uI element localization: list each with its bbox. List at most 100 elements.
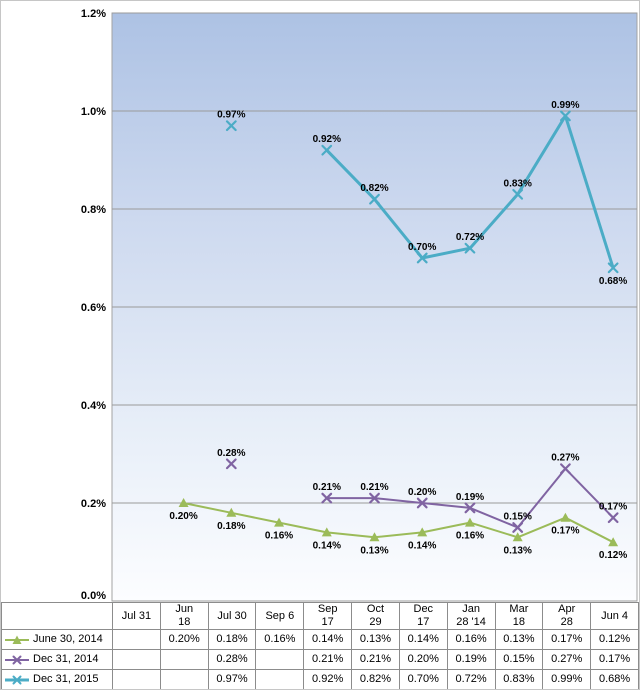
category-header: Jul 31 (112, 602, 161, 630)
y-tick-label: 1.0% (81, 106, 106, 118)
data-label: 0.68% (599, 276, 627, 287)
data-label: 0.27% (551, 453, 579, 464)
data-label: 0.16% (265, 531, 293, 542)
triangle-marker (274, 517, 285, 527)
table-corner-cell (1, 602, 113, 630)
data-label: 0.13% (360, 545, 388, 556)
series-line-0 (182, 502, 615, 544)
category-header: Jun 4 (590, 602, 639, 630)
category-header: Sep 17 (303, 602, 353, 630)
value-cell (255, 669, 305, 689)
table-row: June 30, 2014 0.20% 0.18% 0.16% 0.14% 0.13% 0.… (1, 629, 639, 650)
y-tick-label: 0.8% (81, 204, 106, 216)
data-label: 0.12% (599, 550, 627, 561)
data-label: 0.13% (504, 545, 532, 556)
value-cell: 0.21% (351, 649, 400, 670)
triangle-marker (608, 537, 619, 547)
data-label: 0.97% (217, 110, 245, 121)
y-tick-label: 0.4% (81, 400, 106, 412)
data-label: 0.18% (217, 521, 245, 532)
value-cell (112, 669, 161, 689)
data-label: 0.20% (408, 487, 436, 498)
value-cell: 0.13% (494, 629, 544, 650)
triangle-marker (178, 498, 189, 507)
x-marker (369, 193, 380, 205)
category-header: Mar 18 (494, 602, 544, 630)
y-tick-label: 0.0% (81, 590, 106, 602)
value-cell: 0.16% (255, 629, 305, 650)
value-cell (159, 649, 209, 670)
value-cell (159, 669, 209, 689)
value-cell: 0.20% (159, 629, 209, 650)
data-label: 0.14% (408, 540, 436, 551)
data-table: Jul 31 Jun 18 Jul 30 Sep 6 Sep 17 Oct 29 Dec 1… (1, 602, 639, 689)
data-label: 0.19% (456, 492, 484, 503)
value-cell: 0.18% (207, 629, 257, 650)
table-row: Dec 31, 2015 0.97% 0.92% 0.82% 0.70% 0.72% 0.8… (1, 669, 639, 689)
data-label: 0.21% (360, 482, 388, 493)
series-name: June 30, 2014 (33, 633, 103, 645)
legend-cell: Dec 31, 2015 (1, 669, 113, 689)
value-cell: 0.12% (590, 629, 639, 650)
legend-key-icon (5, 675, 29, 684)
triangle-marker (464, 517, 475, 527)
x-marker (416, 252, 428, 264)
value-cell: 0.27% (542, 649, 592, 670)
triangle-marker (369, 532, 380, 542)
data-label: 0.70% (408, 242, 436, 253)
category-header: Jul 30 (207, 602, 257, 630)
x-marker (560, 463, 571, 475)
value-cell: 0.72% (446, 669, 496, 689)
line-chart: 0.0% 0.2% 0.4% 0.6% 0.8% 1.0% 1.2% 0.20% 0.18% 0.… (81, 8, 638, 602)
x-marker (512, 522, 524, 533)
category-header: Jun 18 (159, 602, 209, 630)
x-marker (225, 120, 237, 132)
series-name: Dec 31, 2014 (33, 653, 99, 665)
category-header: Sep 6 (255, 602, 305, 630)
x-marker (225, 458, 237, 470)
value-cell: 0.82% (351, 669, 400, 689)
series-name: Dec 31, 2015 (33, 673, 99, 685)
data-label: 0.99% (551, 100, 579, 111)
triangle-marker (512, 532, 523, 542)
value-cell: 0.17% (590, 649, 639, 670)
line-chart-plot: 0.0% 0.2% 0.4% 0.6% 0.8% 1.0% 1.2% 0.20% 0.18% 0.… (1, 1, 639, 602)
value-cell: 0.13% (351, 629, 400, 650)
x-marker (416, 497, 428, 509)
category-header: Jan 28 '14 (446, 602, 496, 630)
value-cell: 0.28% (207, 649, 257, 670)
data-label: 0.83% (504, 178, 532, 189)
data-label: 0.92% (313, 134, 341, 145)
value-cell: 0.21% (303, 649, 353, 670)
value-cell (112, 649, 161, 670)
x-marker (369, 492, 380, 504)
x-marker (321, 144, 333, 156)
value-cell: 0.92% (303, 669, 353, 689)
triangle-marker (560, 512, 571, 522)
value-cell (255, 649, 305, 670)
x-marker (607, 512, 619, 524)
data-label: 0.16% (456, 531, 484, 542)
table-header-row: Jul 31 Jun 18 Jul 30 Sep 6 Sep 17 Oct 29 Dec 1… (1, 602, 639, 630)
legend-cell: June 30, 2014 (1, 629, 113, 650)
value-cell (112, 629, 161, 650)
triangle-marker (321, 527, 332, 537)
value-cell: 0.99% (542, 669, 592, 689)
data-label: 0.72% (456, 232, 484, 243)
x-marker (321, 492, 333, 504)
y-tick-label: 0.2% (81, 498, 106, 510)
x-marker (464, 502, 476, 514)
value-cell: 0.19% (446, 649, 496, 670)
data-label: 0.14% (313, 540, 341, 551)
x-marker (607, 262, 619, 274)
data-label: 0.21% (313, 482, 341, 493)
value-cell: 0.68% (590, 669, 639, 689)
data-label: 0.17% (599, 502, 627, 513)
y-tick-label: 1.2% (81, 8, 106, 20)
value-cell: 0.14% (303, 629, 353, 650)
table-row: Dec 31, 2014 0.28% 0.21% 0.21% 0.20% 0.19% 0.1… (1, 649, 639, 670)
value-cell: 0.70% (398, 669, 448, 689)
value-cell: 0.14% (398, 629, 448, 650)
x-marker (560, 110, 571, 122)
